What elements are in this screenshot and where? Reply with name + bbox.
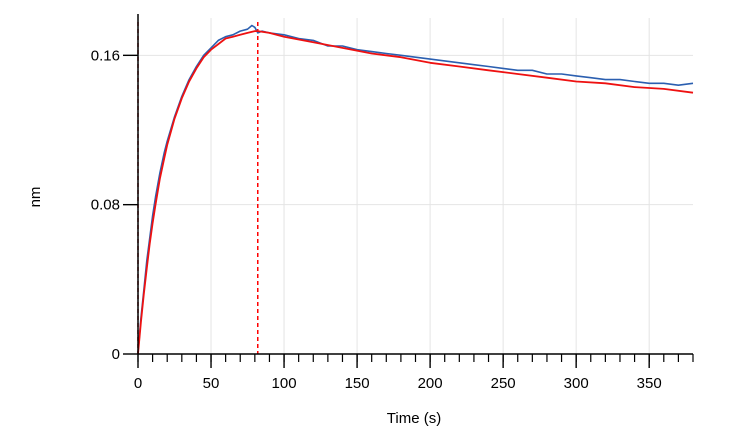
series-layer <box>137 24 694 355</box>
x-tick-label: 300 <box>564 375 589 392</box>
x-tick-label: 50 <box>203 375 220 392</box>
y-axis-title: nm <box>27 187 44 208</box>
x-tick-label: 250 <box>491 375 516 392</box>
x-tick-label: 150 <box>345 375 370 392</box>
axes <box>123 14 694 368</box>
x-axis-title: Time (s) <box>387 410 441 427</box>
marker-lines <box>137 22 259 354</box>
measured-series-line <box>137 24 694 353</box>
y-tick-label: 0.08 <box>91 197 120 214</box>
y-tick-label: 0 <box>112 346 120 363</box>
fitted-series-line <box>137 30 694 355</box>
x-tick-label: 0 <box>134 375 142 392</box>
x-tick-label: 100 <box>272 375 297 392</box>
grid <box>138 18 693 354</box>
x-tick-label: 350 <box>637 375 662 392</box>
x-tick-label: 200 <box>418 375 443 392</box>
tick-labels: 0 50 100 150 200 250 300 350 0 0.08 0.16 <box>91 47 662 392</box>
y-tick-label: 0.16 <box>91 47 120 64</box>
